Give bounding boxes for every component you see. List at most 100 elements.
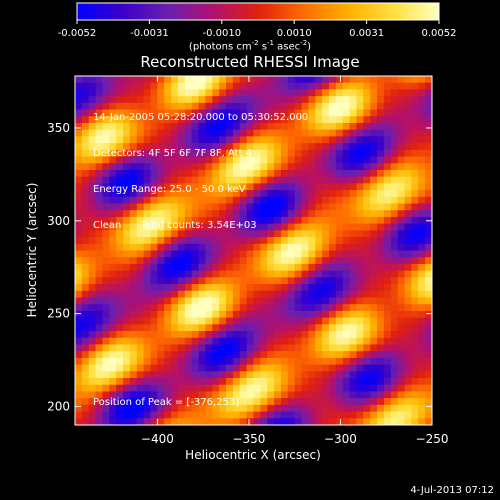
heatmap-cell <box>239 149 248 158</box>
heatmap-cell <box>301 169 310 178</box>
heatmap-cell <box>322 270 330 278</box>
heatmap-cell <box>198 270 207 278</box>
heatmap-cell <box>88 190 97 198</box>
heatmap-cell <box>342 169 351 178</box>
heatmap-cell <box>232 96 241 104</box>
heatmap-cell <box>342 344 351 352</box>
heatmap-cell <box>349 203 358 211</box>
heatmap-cell <box>274 331 282 339</box>
heatmap-cell <box>425 136 432 144</box>
heatmap-cell <box>184 357 193 366</box>
heatmap-cell <box>150 378 158 386</box>
heatmap-cell <box>301 371 310 379</box>
heatmap-cell <box>232 203 241 211</box>
heatmap-cell <box>397 237 406 245</box>
heatmap-cell <box>75 277 83 285</box>
heatmap-cell <box>404 136 413 144</box>
heatmap-cell <box>390 223 399 231</box>
heatmap-cell <box>88 102 97 111</box>
heatmap-cell <box>177 310 186 319</box>
heatmap-cell <box>246 76 255 84</box>
heatmap-cell <box>150 270 158 278</box>
heatmap-cell <box>294 418 303 425</box>
heatmap-cell <box>157 398 165 406</box>
heatmap-cell <box>116 243 124 252</box>
heatmap-cell <box>88 384 97 393</box>
heatmap-cell <box>397 149 406 158</box>
heatmap-cell <box>143 237 152 245</box>
heatmap-cell <box>301 297 310 305</box>
heatmap-cell <box>177 109 186 117</box>
heatmap-cell <box>136 290 145 299</box>
heatmap-cell <box>390 216 399 225</box>
heatmap-cell <box>280 82 289 91</box>
heatmap-cell <box>191 183 200 191</box>
heatmap-cell <box>329 203 337 211</box>
heatmap-cell <box>274 317 282 325</box>
heatmap-cell <box>88 237 97 245</box>
heatmap-cell <box>109 277 117 285</box>
heatmap-cell <box>102 384 110 393</box>
heatmap-cell <box>287 418 296 425</box>
heatmap-cell <box>280 203 289 211</box>
heatmap-cell <box>411 324 419 332</box>
heatmap-cell <box>102 357 110 366</box>
heatmap-cell <box>280 176 289 184</box>
heatmap-cell <box>75 411 83 419</box>
heatmap-cell <box>75 96 83 104</box>
heatmap-cell <box>102 378 110 386</box>
heatmap-cell <box>342 196 351 205</box>
heatmap-cell <box>418 116 426 124</box>
heatmap-cell <box>301 190 310 198</box>
heatmap-cell <box>246 163 255 171</box>
heatmap-cell <box>335 216 344 225</box>
heatmap-cell <box>129 76 138 84</box>
heatmap-cell <box>253 357 261 366</box>
heatmap-cell <box>81 263 90 272</box>
heatmap-cell <box>315 203 323 211</box>
heatmap-cell <box>383 129 392 137</box>
heatmap-cell <box>123 418 131 425</box>
heatmap-cell <box>95 284 104 292</box>
heatmap-cell <box>356 122 364 131</box>
heatmap-cell <box>356 196 364 205</box>
heatmap-cell <box>356 371 364 379</box>
heatmap-cell <box>219 378 227 386</box>
heatmap-cell <box>287 82 296 91</box>
heatmap-cell <box>377 378 385 386</box>
heatmap-cell <box>342 418 351 425</box>
heatmap-cell <box>116 277 124 285</box>
heatmap-cell <box>123 122 131 131</box>
heatmap-cell <box>322 230 330 238</box>
heatmap-cell <box>239 203 248 211</box>
heatmap-cell <box>226 344 234 352</box>
heatmap-cell <box>411 210 419 218</box>
heatmap-cell <box>150 203 158 211</box>
heatmap-cell <box>322 76 330 84</box>
heatmap-cell <box>232 310 241 319</box>
heatmap-cell <box>171 270 179 278</box>
heatmap-cell <box>322 263 330 272</box>
heatmap-cell <box>425 384 432 393</box>
heatmap-cell <box>184 404 193 413</box>
heatmap-cell <box>390 203 399 211</box>
heatmap-cell <box>294 183 303 191</box>
heatmap-cell <box>329 277 337 285</box>
heatmap-cell <box>356 176 364 184</box>
heatmap-cell <box>81 391 90 399</box>
heatmap-cell <box>411 351 419 359</box>
heatmap-cell <box>363 156 371 164</box>
heatmap-cell <box>205 270 213 278</box>
heatmap-cell <box>315 404 323 413</box>
heatmap-cell <box>164 82 172 91</box>
heatmap-cell <box>335 331 344 339</box>
heatmap-cell <box>356 116 364 124</box>
heatmap-cell <box>274 277 282 285</box>
heatmap-cell <box>411 96 419 104</box>
heatmap-cell <box>342 277 351 285</box>
heatmap-cell <box>418 102 426 111</box>
heatmap-cell <box>308 136 316 144</box>
heatmap-cell <box>425 351 432 359</box>
heatmap-cell <box>246 190 255 198</box>
heatmap-cell <box>246 277 255 285</box>
